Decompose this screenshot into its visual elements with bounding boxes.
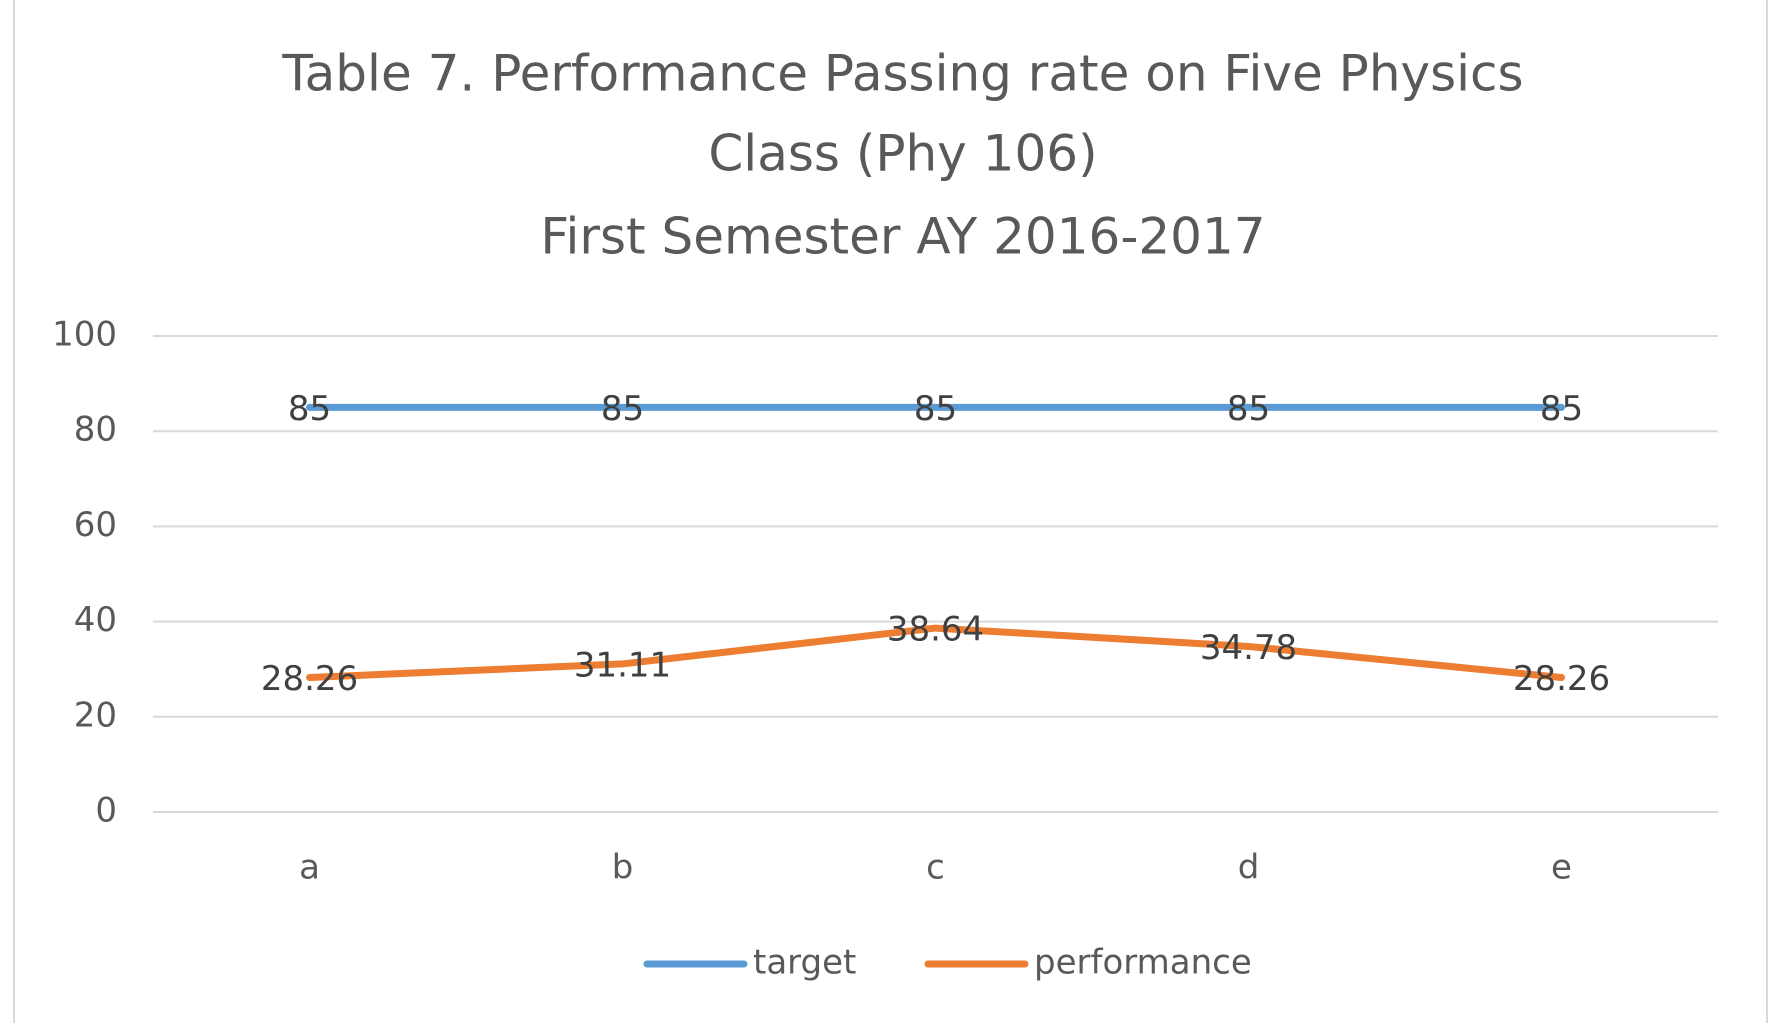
data-label: 85 (1227, 389, 1270, 429)
y-tick-label: 80 (74, 410, 117, 450)
data-label: 34.78 (1200, 628, 1297, 668)
data-label: 85 (914, 389, 957, 429)
x-tick-label: c (926, 848, 945, 888)
y-tick-label: 20 (74, 695, 117, 735)
x-tick-label: b (612, 848, 634, 888)
x-tick-label: a (299, 848, 320, 888)
x-tick-label: d (1238, 848, 1260, 888)
legend-label: performance (1034, 943, 1252, 983)
y-tick-label: 100 (52, 315, 117, 355)
chart-frame (13, 0, 1768, 1023)
y-tick-label: 40 (74, 600, 117, 640)
data-label: 85 (601, 389, 644, 429)
chart-title: First Semester AY 2016-2017 (540, 208, 1265, 266)
data-label: 31.11 (574, 645, 671, 685)
series-line (306, 624, 1565, 681)
data-label: 85 (1540, 389, 1583, 429)
y-tick-label: 60 (74, 505, 117, 545)
legend-label: target (753, 943, 856, 983)
x-tick-label: e (1551, 848, 1572, 888)
chart-title: Class (Phy 106) (708, 125, 1097, 183)
data-label: 38.64 (887, 610, 984, 650)
data-label: 28.26 (261, 659, 358, 699)
y-tick-label: 0 (95, 791, 117, 831)
data-label: 85 (288, 389, 331, 429)
chart-title: Table 7. Performance Passing rate on Fiv… (281, 45, 1523, 103)
data-label: 28.26 (1513, 659, 1610, 699)
